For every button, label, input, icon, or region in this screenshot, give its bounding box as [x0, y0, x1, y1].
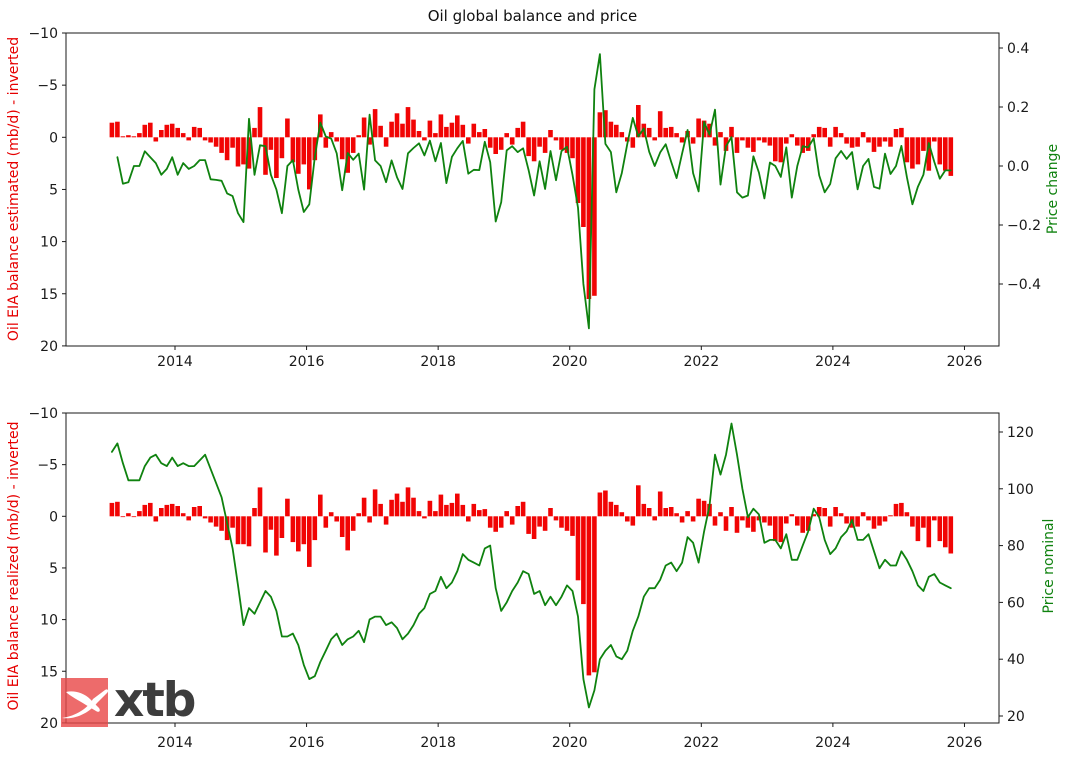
svg-text:2026: 2026 [947, 735, 983, 751]
bottom-right-axis-label: Price nominal [1041, 518, 1057, 614]
svg-text:2016: 2016 [289, 735, 325, 751]
svg-text:2024: 2024 [815, 735, 851, 751]
top-left-axis-label: Oil EIA balance estimated (mb/d) - inver… [6, 36, 22, 342]
svg-text:2020: 2020 [552, 354, 588, 370]
bottom-left-axis-label: Oil EIA balance realized (mb/d) - invert… [6, 421, 22, 711]
xtb-logo: xtb [61, 673, 196, 728]
svg-text:0: 0 [49, 509, 58, 525]
svg-text:−10: −10 [28, 406, 58, 422]
svg-text:−0.2: −0.2 [1007, 218, 1041, 234]
logo-text: xtb [114, 673, 196, 728]
svg-text:2014: 2014 [157, 735, 193, 751]
chart-title: Oil global balance and price [427, 7, 638, 25]
svg-text:0.2: 0.2 [1007, 100, 1029, 116]
svg-text:80: 80 [1007, 539, 1025, 555]
svg-text:2018: 2018 [420, 354, 456, 370]
swallow-icon [62, 689, 109, 719]
svg-text:0.4: 0.4 [1007, 41, 1029, 57]
svg-text:15: 15 [40, 287, 58, 303]
svg-text:0: 0 [49, 130, 58, 146]
svg-text:0.0: 0.0 [1007, 159, 1029, 175]
svg-text:2022: 2022 [683, 735, 719, 751]
svg-text:−5: −5 [37, 458, 58, 474]
svg-text:2026: 2026 [947, 354, 983, 370]
svg-text:−10: −10 [28, 26, 58, 42]
svg-text:20: 20 [1007, 709, 1025, 725]
svg-text:40: 40 [1007, 652, 1025, 668]
svg-text:2018: 2018 [420, 735, 456, 751]
svg-text:15: 15 [40, 664, 58, 680]
svg-text:100: 100 [1007, 482, 1034, 498]
svg-text:120: 120 [1007, 425, 1034, 441]
svg-text:2020: 2020 [552, 735, 588, 751]
svg-text:5: 5 [49, 182, 58, 198]
svg-text:10: 10 [40, 613, 58, 629]
logo-square [61, 678, 109, 727]
svg-text:2022: 2022 [683, 354, 719, 370]
svg-text:2024: 2024 [815, 354, 851, 370]
svg-text:2016: 2016 [289, 354, 325, 370]
svg-text:20: 20 [40, 716, 58, 732]
svg-text:−0.4: −0.4 [1007, 277, 1041, 293]
svg-text:5: 5 [49, 561, 58, 577]
top-right-axis-label: Price change [1045, 143, 1061, 235]
svg-text:−5: −5 [37, 78, 58, 94]
svg-text:10: 10 [40, 235, 58, 251]
svg-text:2014: 2014 [157, 354, 193, 370]
svg-text:20: 20 [40, 339, 58, 355]
svg-text:60: 60 [1007, 595, 1025, 611]
